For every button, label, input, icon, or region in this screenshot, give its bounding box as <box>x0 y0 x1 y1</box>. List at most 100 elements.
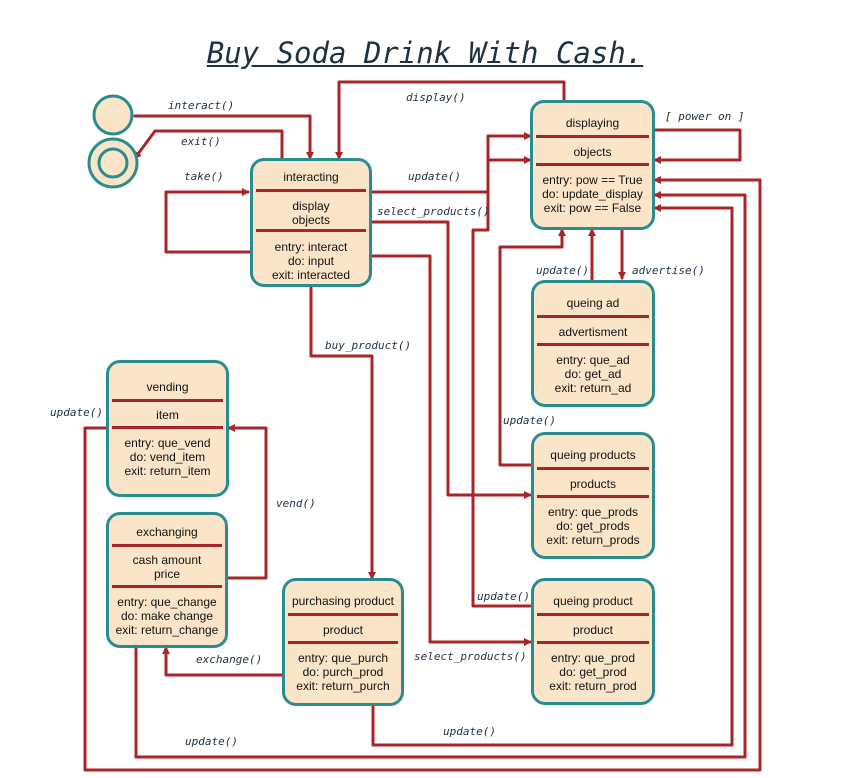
attribute: product <box>572 623 614 637</box>
state-name: queing ad <box>566 296 620 310</box>
attribute: product <box>322 623 364 637</box>
edge-update-top <box>370 132 532 194</box>
state-attributes: advertisment <box>534 325 652 339</box>
label-update-top: update() <box>408 170 461 183</box>
action: exit: pow == False <box>543 201 642 215</box>
state-attributes: product <box>285 623 401 637</box>
action: entry: que_prods <box>547 505 639 519</box>
state-divider <box>112 585 222 588</box>
edge-select-products-2 <box>370 254 532 646</box>
attribute: cash amount <box>132 553 202 567</box>
state-divider <box>537 495 649 498</box>
attribute: products <box>569 477 617 491</box>
state-exchanging: exchanging cash amount price entry: que_… <box>106 512 228 648</box>
attribute: advertisment <box>558 325 628 339</box>
state-divider <box>537 641 649 644</box>
state-divider <box>536 163 649 166</box>
label-update-ad: update() <box>536 264 589 277</box>
label-power-on: [ power on ] <box>665 110 745 123</box>
state-divider <box>256 229 366 232</box>
state-name: exchanging <box>136 525 198 539</box>
label-update-vend: update() <box>50 406 103 419</box>
state-divider <box>288 613 398 616</box>
action: entry: que_vend <box>124 436 211 450</box>
edge-exit <box>133 129 284 160</box>
state-actions: entry: que_prod do: get_prod exit: retur… <box>534 651 652 693</box>
action: do: update_display <box>542 187 643 201</box>
action: do: get_prods <box>556 519 630 533</box>
state-actions: entry: que_purch do: purch_prod exit: re… <box>285 651 401 693</box>
state-attributes: cash amount price <box>109 553 225 581</box>
edge-update-prod <box>471 156 532 608</box>
state-divider <box>537 343 649 346</box>
state-actions: entry: que_change do: make change exit: … <box>109 595 225 637</box>
label-interact: interact() <box>168 99 235 112</box>
action: do: purch_prod <box>302 665 384 679</box>
state-attributes: objects <box>533 145 652 159</box>
action: entry: que_prod <box>550 651 636 665</box>
action: exit: return_item <box>124 464 211 478</box>
edge-vend <box>226 424 268 580</box>
action: entry: que_ad <box>556 353 630 367</box>
attribute: objects <box>573 145 612 159</box>
label-update-bottom-ex: update() <box>185 735 238 748</box>
label-exit: exit() <box>181 135 221 148</box>
state-actions: entry: que_ad do: get_ad exit: return_ad <box>534 353 652 395</box>
state-attributes: display objects <box>253 199 369 227</box>
action: exit: return_prod <box>549 679 637 693</box>
label-exchange: exchange() <box>196 653 263 666</box>
label-display: display() <box>406 91 466 104</box>
label-select-products: select_products() <box>377 205 490 218</box>
state-actions: entry: interact do: input exit: interact… <box>253 240 369 282</box>
state-name: displaying <box>565 116 620 130</box>
state-queing-products: queing products products entry: que_prod… <box>531 432 655 559</box>
action: exit: interacted <box>271 268 351 282</box>
edge-select-products <box>370 220 532 499</box>
final-node-inner <box>97 147 129 179</box>
state-divider <box>112 544 222 547</box>
diagram-title: Buy Soda Drink With Cash. <box>206 36 644 70</box>
action: entry: que_change <box>117 595 217 609</box>
label-update-prods: update() <box>503 414 556 427</box>
action: do: make change <box>120 609 214 623</box>
state-queing-ad: queing ad advertisment entry: que_ad do:… <box>531 280 655 407</box>
attribute: display <box>292 199 330 213</box>
attribute: item <box>156 408 179 422</box>
state-actions: entry: que_prods do: get_prods exit: ret… <box>534 505 652 547</box>
state-name: vending <box>146 380 189 394</box>
action: do: input <box>287 254 335 268</box>
label-update-prod: update() <box>477 590 530 603</box>
action: exit: return_purch <box>296 679 390 693</box>
state-actions: entry: que_vend do: vend_item exit: retu… <box>109 436 226 478</box>
state-divider <box>256 189 366 192</box>
state-name: queing product <box>553 594 633 608</box>
action: exit: return_prods <box>546 533 640 547</box>
state-attributes: item <box>109 408 226 422</box>
state-name: queing products <box>550 448 636 462</box>
edge-update-bottom-ex <box>134 191 747 759</box>
state-vending: vending item entry: que_vend do: vend_it… <box>106 360 229 497</box>
edge-exchange <box>162 646 284 677</box>
label-update-bottom-purch: update() <box>443 725 496 738</box>
state-divider <box>536 135 649 138</box>
edge-display <box>335 80 566 160</box>
state-queing-product: queing product product entry: que_prod d… <box>531 578 655 705</box>
state-divider <box>112 399 223 402</box>
state-interacting: interacting display objects entry: inter… <box>250 158 372 287</box>
edge-buy-product <box>309 285 376 580</box>
edge-update-prods <box>498 228 566 467</box>
action: do: vend_item <box>129 450 206 464</box>
edge-power-on <box>653 128 742 164</box>
state-name: purchasing product <box>291 594 395 608</box>
state-purchasing-product: purchasing product product entry: que_pu… <box>282 578 404 706</box>
action: exit: return_ad <box>554 381 632 395</box>
state-divider <box>112 426 223 429</box>
edge-take <box>164 188 254 254</box>
action: do: get_ad <box>564 367 622 381</box>
state-name: interacting <box>283 170 339 184</box>
state-actions: entry: pow == True do: update_display ex… <box>533 173 652 215</box>
label-select-products-2: select_products() <box>414 650 527 663</box>
state-divider <box>537 613 649 616</box>
